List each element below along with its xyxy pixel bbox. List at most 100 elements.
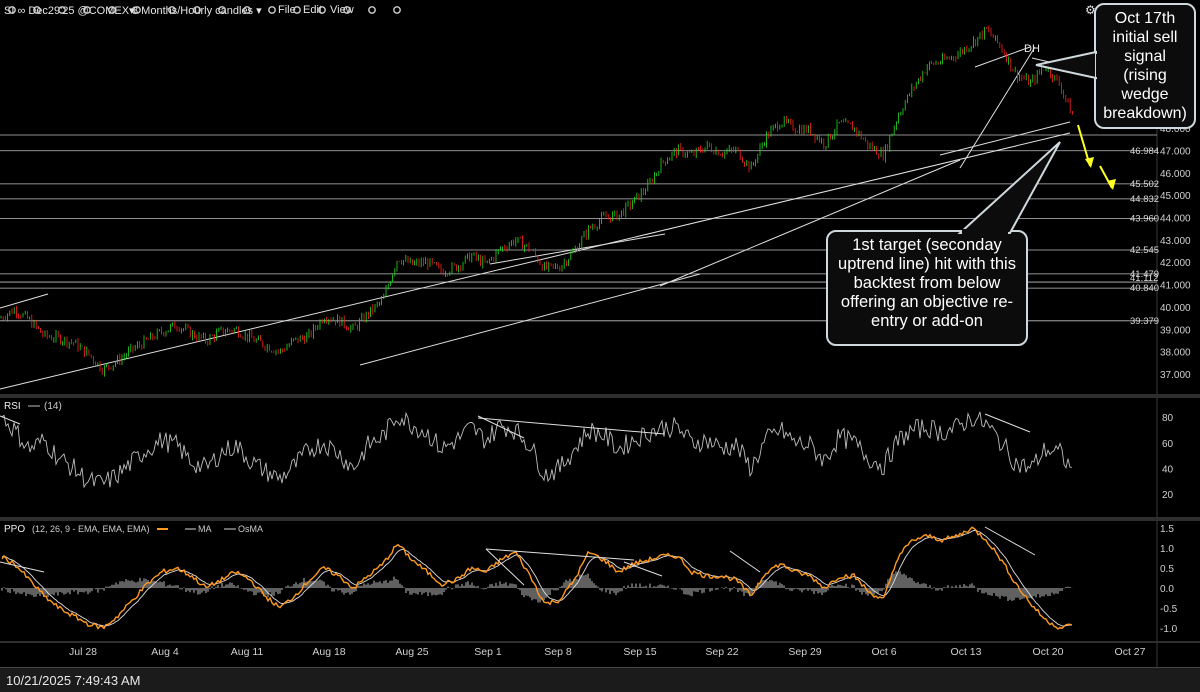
callout-line: signal — [1124, 48, 1166, 65]
price-tick-label: 39.000 — [1160, 325, 1191, 336]
symbol-selector[interactable]: SI ∞ Dec29'25 @COMEX▾ — [4, 5, 135, 17]
price-tick-label: 40.000 — [1160, 303, 1191, 314]
price-tick-label: 38.000 — [1160, 348, 1191, 359]
price-tick-label: 43.000 — [1160, 236, 1191, 247]
rsi-tick-label: 60 — [1162, 439, 1174, 450]
ppo-osma-legend: OsMA — [238, 524, 263, 534]
toolbar-tool-icon — [293, 6, 301, 14]
x-tick-label: Sep 22 — [705, 646, 738, 658]
callout-line: wedge — [1121, 86, 1169, 103]
toolbar-tool-icon — [243, 6, 251, 14]
ppo-ma-legend: MA — [198, 524, 212, 534]
ppo-tick-label: 0.5 — [1160, 564, 1174, 575]
trendline — [974, 46, 1031, 68]
level-label: 44.832 — [1130, 194, 1159, 205]
rsi-panel: 20 40 60 80 — [0, 411, 1174, 501]
toolbar-tool-icon — [168, 6, 176, 14]
ppo-ma-line — [1, 530, 1073, 627]
target-callout: 1st target (seconday uptrend line) hit w… — [826, 230, 1028, 346]
trendline — [0, 293, 49, 309]
level-label: 39.379 — [1130, 316, 1159, 327]
x-tick-label: Oct 27 — [1115, 646, 1146, 658]
callout-line: backtest from below — [853, 274, 1001, 292]
price-tick-label: 42.000 — [1160, 258, 1191, 269]
toolbar-tool-icon — [193, 6, 201, 14]
timeframe-selector[interactable]: 3 Months/Hourly candles ▾ — [132, 5, 262, 17]
toolbar-tool-icon — [318, 6, 326, 14]
level-label: 45.502 — [1130, 179, 1159, 190]
ppo-trendline — [0, 561, 45, 573]
ppo-legend: (12, 26, 9 - EMA, EMA, EMA) — [32, 524, 150, 534]
rsi-tick-label: 20 — [1162, 490, 1174, 501]
arrow-head — [1085, 157, 1094, 168]
ppo-trendline — [485, 548, 525, 586]
level-label: 40.840 — [1130, 283, 1159, 294]
ppo-trendline — [984, 526, 1036, 556]
ppo-label: PPO — [4, 524, 25, 535]
x-tick-label: Sep 8 — [544, 646, 572, 658]
toolbar-tool-icon — [8, 6, 16, 14]
rsi-trendline — [477, 417, 665, 435]
sell-signal-callout: Oct 17th initial sell signal (rising wed… — [1094, 3, 1196, 129]
ppo-line — [1, 526, 1073, 630]
toolbar-tool-icon — [83, 6, 91, 14]
callout-line: Oct 17th — [1114, 10, 1176, 27]
ppo-panel: -1.0 -0.5 0.0 0.5 1.0 1.5 — [0, 524, 1178, 635]
price-axis: 37.000 38.000 39.000 40.000 41.000 42.000 43.0… — [1160, 124, 1191, 381]
ppo-trendline — [729, 550, 761, 573]
ppo-trendline — [485, 548, 635, 561]
arrow-head — [1107, 179, 1116, 190]
projection-arrows — [1077, 124, 1116, 190]
menu-edit[interactable]: Edit — [303, 4, 322, 16]
trendlines — [0, 46, 1093, 390]
level-label: 41.112 — [1130, 273, 1158, 284]
x-tick-label: Aug 4 — [151, 646, 179, 658]
status-bar: 10/21/2025 7:49:43 AM — [0, 667, 1200, 692]
x-axis: Jul 28 Aug 4 Aug 11 Aug 18 Aug 25 Sep 1 Sep 8 S… — [69, 646, 1146, 658]
toolbar-tool-icon — [368, 6, 376, 14]
price-tick-label: 45.000 — [1160, 191, 1191, 202]
x-tick-label: Sep 1 — [474, 646, 502, 658]
callout-line: offering an objective re- — [840, 293, 1014, 311]
rsi-label: RSI — [4, 401, 21, 412]
status-datetime: 10/21/2025 7:49:43 AM — [6, 673, 141, 688]
toolbar-icons[interactable] — [0, 0, 440, 20]
x-tick-label: Oct 20 — [1033, 646, 1064, 658]
toolbar-tool-icon — [58, 6, 66, 14]
rsi-legend: (14) — [44, 401, 62, 412]
ppo-tick-label: 1.5 — [1160, 524, 1174, 535]
menu-file[interactable]: File — [278, 4, 296, 16]
ppo-tick-label: -0.5 — [1160, 604, 1178, 615]
trendline — [359, 273, 701, 366]
price-tick-label: 46.000 — [1160, 169, 1191, 180]
x-tick-label: Jul 28 — [69, 646, 97, 658]
callout-line: initial sell — [1112, 29, 1178, 46]
x-tick-label: Sep 15 — [623, 646, 656, 658]
rsi-trendline — [477, 415, 525, 439]
toolbar: SI ∞ Dec29'25 @COMEX▾ 3 Months/Hourly ca… — [0, 0, 1200, 20]
callout-line: entry or add-on — [871, 312, 983, 330]
x-tick-label: Oct 13 — [951, 646, 982, 658]
toolbar-tool-icon — [133, 6, 141, 14]
ppo-tick-label: 0.0 — [1160, 584, 1174, 595]
toolbar-tool-icon — [343, 6, 351, 14]
toolbar-tool-icon — [33, 6, 41, 14]
ppo-trendline — [623, 561, 663, 577]
price-tick-label: 44.000 — [1160, 213, 1191, 224]
trendline — [659, 159, 961, 287]
callout-line: (rising — [1123, 67, 1167, 84]
x-tick-label: Aug 18 — [312, 646, 345, 658]
toolbar-tool-icon — [268, 6, 276, 14]
trendline — [0, 132, 1071, 390]
level-label: 46.984 — [1130, 146, 1159, 157]
rsi-tick-label: 40 — [1162, 464, 1174, 475]
callout-line: 1st target (seconday — [852, 236, 1002, 254]
gear-icon[interactable]: ⚙ — [1085, 3, 1096, 17]
rsi-trendline — [0, 415, 21, 425]
x-tick-label: Oct 6 — [871, 646, 896, 658]
dh-annotation: DH — [1024, 43, 1040, 55]
price-tick-label: 48.000 — [1160, 124, 1191, 135]
level-label: 43.960 — [1130, 213, 1159, 224]
price-tick-label: 37.000 — [1160, 370, 1191, 381]
rsi-line — [1, 411, 1073, 489]
